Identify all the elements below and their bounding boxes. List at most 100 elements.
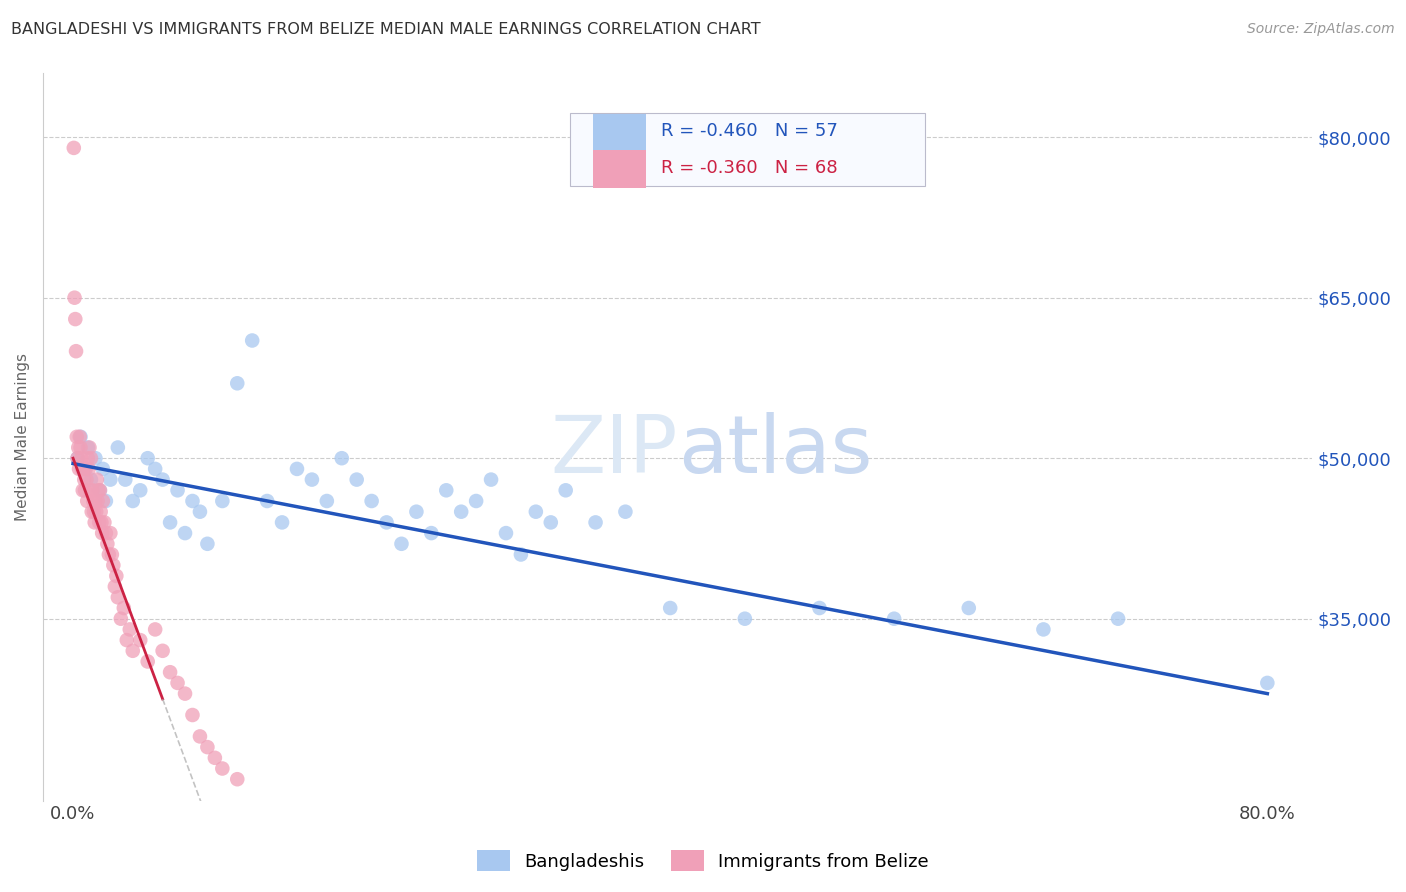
Text: R = -0.360   N = 68: R = -0.360 N = 68	[661, 159, 838, 177]
Point	[96, 537, 118, 551]
Legend: Bangladeshis, Immigrants from Belize: Bangladeshis, Immigrants from Belize	[470, 843, 936, 879]
Point	[360, 494, 382, 508]
Point	[152, 473, 174, 487]
Point	[105, 569, 128, 583]
Point	[65, 312, 87, 326]
Point	[84, 505, 107, 519]
Point	[114, 473, 136, 487]
Point	[84, 494, 107, 508]
Point	[97, 548, 120, 562]
Point	[540, 516, 562, 530]
Point	[271, 516, 294, 530]
Point	[63, 291, 86, 305]
Point	[66, 430, 89, 444]
Point	[91, 494, 114, 508]
Point	[67, 462, 90, 476]
Point	[129, 633, 152, 648]
Point	[883, 612, 905, 626]
Point	[554, 483, 576, 498]
Point	[112, 601, 135, 615]
Point	[143, 623, 166, 637]
Point	[84, 451, 107, 466]
Point	[107, 441, 129, 455]
Point	[465, 494, 488, 508]
Point	[82, 483, 104, 498]
Point	[69, 430, 91, 444]
Point	[103, 558, 125, 573]
Point	[72, 483, 94, 498]
Point	[174, 687, 197, 701]
Point	[136, 451, 159, 466]
Point	[211, 762, 233, 776]
Point	[375, 516, 398, 530]
Point	[90, 505, 112, 519]
Point	[115, 633, 138, 648]
Point	[66, 451, 89, 466]
Point	[659, 601, 682, 615]
Point	[226, 376, 249, 391]
Point	[129, 483, 152, 498]
Point	[86, 494, 108, 508]
Point	[94, 526, 117, 541]
Point	[301, 473, 323, 487]
Point	[89, 516, 111, 530]
Point	[166, 676, 188, 690]
Point	[197, 740, 219, 755]
Point	[121, 644, 143, 658]
Point	[73, 462, 96, 476]
Point	[89, 483, 111, 498]
Point	[1256, 676, 1278, 690]
Point	[181, 708, 204, 723]
Point	[509, 548, 531, 562]
Point	[82, 494, 104, 508]
Point	[77, 451, 100, 466]
Point	[450, 505, 472, 519]
Bar	[593, 113, 645, 152]
Point	[1032, 623, 1054, 637]
Point	[174, 526, 197, 541]
Point	[479, 473, 502, 487]
Point	[166, 483, 188, 498]
Point	[80, 451, 103, 466]
Point	[226, 772, 249, 787]
Point	[330, 451, 353, 466]
Point	[94, 494, 117, 508]
Text: Source: ZipAtlas.com: Source: ZipAtlas.com	[1247, 22, 1395, 37]
Point	[93, 516, 115, 530]
Point	[957, 601, 980, 615]
Point	[100, 526, 122, 541]
Point	[76, 494, 98, 508]
Y-axis label: Median Male Earnings: Median Male Earnings	[15, 353, 30, 521]
Point	[188, 505, 211, 519]
Point	[73, 483, 96, 498]
Point	[159, 516, 181, 530]
Bar	[569, 113, 925, 186]
Point	[118, 623, 141, 637]
Point	[67, 441, 90, 455]
Point	[434, 483, 457, 498]
Point	[1107, 612, 1129, 626]
Point	[734, 612, 756, 626]
Point	[110, 612, 132, 626]
Point	[80, 473, 103, 487]
Point	[101, 548, 124, 562]
Point	[70, 462, 93, 476]
Point	[391, 537, 413, 551]
Point	[136, 655, 159, 669]
Point	[100, 473, 122, 487]
Point	[77, 462, 100, 476]
Bar	[593, 150, 645, 188]
Point	[62, 141, 84, 155]
Point	[73, 473, 96, 487]
Text: R = -0.460   N = 57: R = -0.460 N = 57	[661, 122, 838, 140]
Point	[66, 451, 89, 466]
Point	[181, 494, 204, 508]
Point	[315, 494, 337, 508]
Point	[188, 730, 211, 744]
Point	[79, 441, 101, 455]
Point	[240, 334, 263, 348]
Point	[104, 580, 127, 594]
Point	[86, 473, 108, 487]
Point	[83, 516, 105, 530]
Point	[405, 505, 427, 519]
